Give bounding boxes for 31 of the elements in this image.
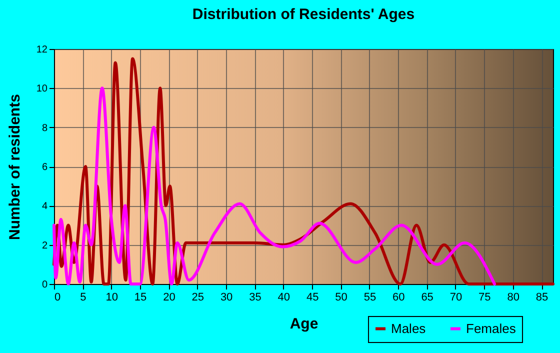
x-tick-label: 10 (106, 292, 118, 304)
y-tick-label: 6 (42, 162, 48, 173)
y-axis-title: Number of residents (6, 94, 24, 240)
x-tick-label: 80 (507, 292, 520, 304)
legend-label: Males (391, 320, 426, 336)
y-tick-label: 2 (42, 240, 48, 252)
x-tick-label: 65 (421, 292, 434, 304)
x-tick-label: 45 (306, 292, 319, 304)
x-tick-label: 0 (54, 292, 61, 304)
chart-title: Distribution of Residents' Ages (192, 6, 415, 23)
x-tick-label: 55 (364, 292, 376, 304)
x-tick-label: 70 (450, 292, 462, 304)
line-series (52, 86, 496, 286)
x-tick-label: 15 (134, 292, 147, 304)
y-tick-label: 12 (36, 44, 48, 56)
x-tick-label: 20 (163, 292, 176, 304)
x-tick-label: 40 (278, 292, 290, 304)
legend-label: Females (466, 320, 516, 336)
x-tick-label: 35 (249, 292, 262, 304)
x-tick-label: 60 (392, 292, 405, 304)
y-tick-label: 8 (42, 122, 48, 134)
y-tick-label: 10 (36, 84, 48, 95)
x-tick-label: 5 (80, 292, 86, 304)
x-tick-label: 50 (335, 292, 348, 304)
y-tick-label: 0 (42, 280, 48, 290)
x-tick-label: 25 (192, 292, 204, 304)
x-axis-title: Age (290, 316, 318, 332)
x-tick-label: 75 (478, 292, 491, 304)
x-tick-label: 85 (536, 292, 548, 304)
y-tick-label: 4 (42, 201, 48, 212)
x-tick-label: 30 (220, 292, 233, 304)
